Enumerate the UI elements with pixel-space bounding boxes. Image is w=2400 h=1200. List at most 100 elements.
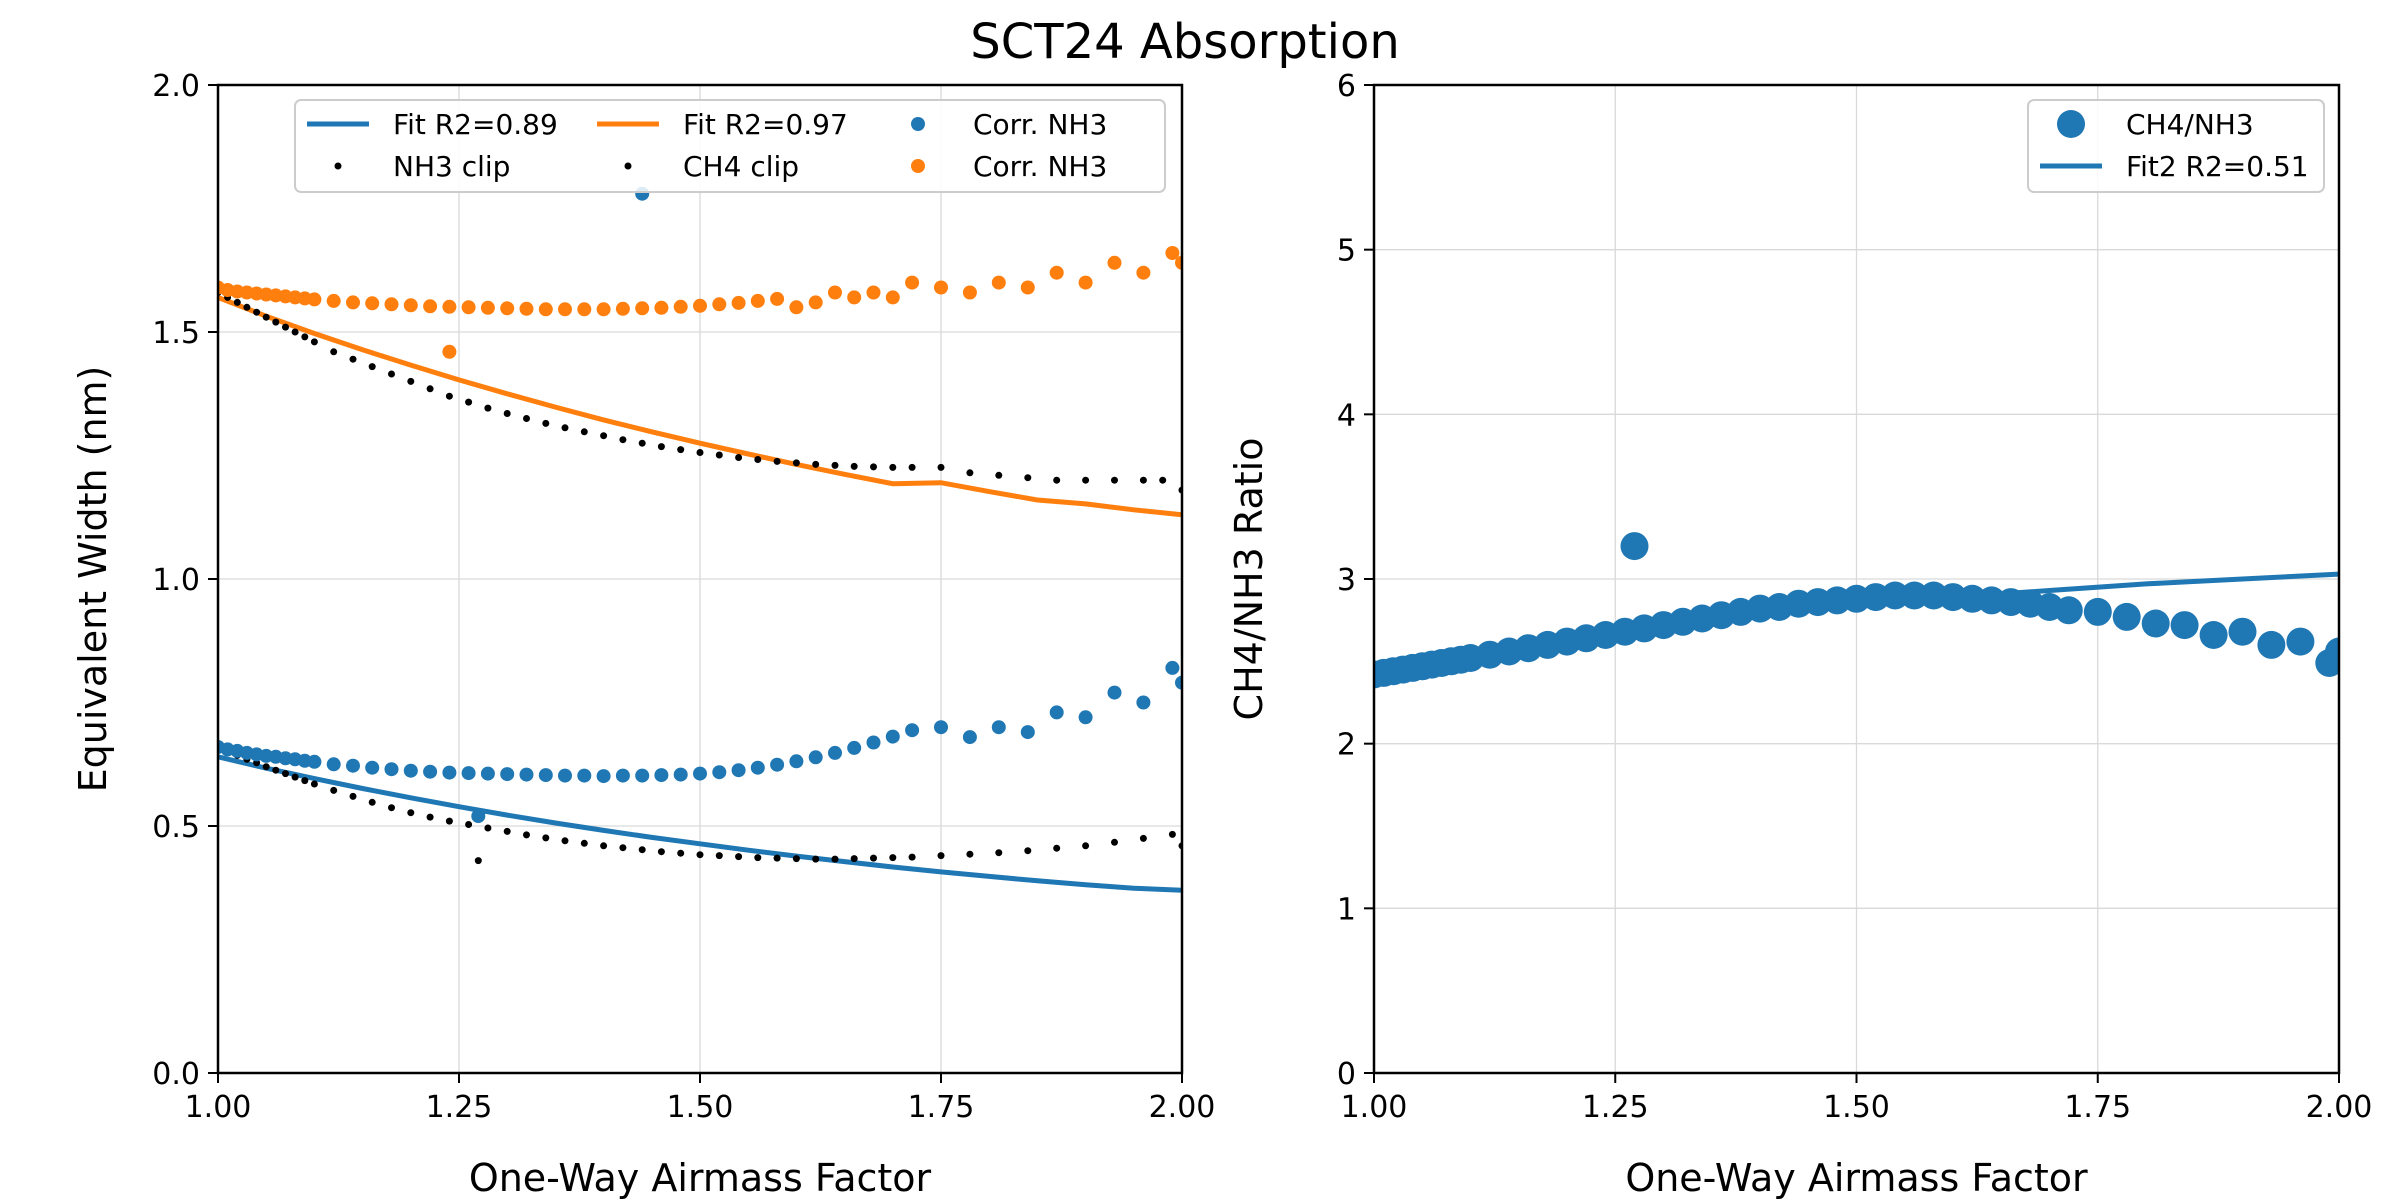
data-point-ch4-clip	[812, 460, 820, 468]
x-tick-label: 1.25	[426, 1090, 493, 1125]
data-point-nh3-clip	[1053, 844, 1061, 852]
data-point-corr-nh3	[1165, 660, 1180, 675]
legend-marker	[334, 162, 342, 170]
data-point-ch4-clip	[368, 363, 376, 371]
data-point-nh3-clip	[445, 817, 453, 825]
data-point-corr-nh3	[905, 723, 920, 738]
data-point-corr-nh3	[962, 285, 977, 300]
y-tick-label: 0	[1337, 1057, 1356, 1092]
data-point-corr-nh3	[471, 809, 486, 824]
data-point-nh3-clip	[310, 780, 318, 788]
y-tick-label: 2	[1337, 728, 1356, 763]
data-point-ch4-clip	[523, 415, 530, 422]
data-point-corr-nh3	[750, 293, 765, 308]
x-axis-label: One-Way Airmass Factor	[1625, 1156, 2088, 1200]
data-point-nh3-clip	[1082, 842, 1090, 850]
data-point-ch4-clip	[561, 424, 569, 432]
data-point-corr-nh3	[635, 301, 650, 316]
data-point-ch4-clip	[1111, 476, 1118, 484]
y-tick-label: 4	[1337, 398, 1356, 433]
data-point-corr-nh3	[615, 768, 630, 783]
data-point-ch4-nh3	[2199, 621, 2228, 649]
data-point-nh3-clip	[600, 842, 608, 850]
figure-title: SCT24 Absorption	[970, 14, 1399, 70]
data-point-corr-nh3	[1165, 246, 1180, 260]
data-point-corr-nh3	[789, 300, 804, 315]
data-point-corr-nh3	[1175, 675, 1182, 690]
data-point-corr-nh3	[885, 290, 900, 305]
data-point-nh3-clip	[542, 834, 550, 842]
data-point-corr-nh3	[991, 275, 1006, 290]
data-point-corr-nh3	[712, 765, 727, 780]
x-tick-label: 1.50	[667, 1090, 734, 1125]
data-point-corr-nh3	[500, 301, 515, 316]
data-point-nh3-clip	[484, 824, 492, 832]
data-point-ch4-clip	[243, 303, 251, 311]
data-point-nh3-clip	[812, 855, 820, 863]
y-tick-label: 1.0	[152, 563, 200, 598]
data-point-corr-nh3	[866, 735, 881, 750]
data-point-corr-nh3	[558, 768, 572, 783]
series-line-fit-r2-0-97	[218, 295, 1182, 518]
data-point-ch4-clip	[619, 436, 627, 444]
legend-box	[294, 99, 1166, 193]
data-point-ch4-clip	[1159, 476, 1167, 484]
y-tick-label: 1.5	[152, 316, 200, 351]
data-point-nh3-clip	[1139, 834, 1147, 842]
legend-marker	[624, 162, 632, 170]
data-point-corr-nh3	[442, 765, 457, 780]
data-point-ch4-clip	[995, 471, 1003, 479]
x-tick-label: 1.00	[1341, 1090, 1408, 1125]
data-point-corr-nh3	[1136, 695, 1151, 710]
data-point-nh3-clip	[426, 813, 434, 821]
data-point-corr-nh3	[577, 768, 592, 783]
y-axis-label: Equivalent Width (nm)	[71, 366, 115, 793]
data-point-ch4-clip	[696, 449, 704, 456]
data-point-ch4-clip	[735, 454, 743, 461]
data-point-ch4-clip	[349, 355, 357, 363]
data-point-nh3-clip	[715, 852, 723, 860]
data-point-corr-nh3	[480, 300, 495, 315]
data-point-ch4-nh3	[2141, 609, 2170, 638]
data-point-corr-nh3	[326, 757, 341, 772]
legend-label: NH3 clip	[393, 150, 510, 183]
data-point-ch4-nh3	[2054, 596, 2083, 625]
legend-label: Fit R2=0.89	[393, 108, 558, 141]
series-line-fit-r2-0-89	[218, 754, 1182, 893]
data-point-ch4-clip	[465, 398, 473, 406]
data-point-nh3-clip	[301, 777, 309, 785]
data-point-corr-nh3	[346, 758, 360, 773]
data-point-corr-nh3	[905, 275, 920, 290]
legend-label: Fit2 R2=0.51	[2126, 150, 2309, 183]
x-tick-label: 1.75	[2064, 1090, 2131, 1125]
data-point-ch4-clip	[773, 457, 781, 465]
data-point-corr-nh3	[423, 764, 438, 779]
data-point-nh3-clip	[580, 839, 588, 847]
data-point-corr-nh3	[789, 754, 804, 769]
x-tick-label: 1.25	[1582, 1090, 1649, 1125]
data-point-nh3-clip	[908, 853, 916, 861]
data-point-corr-nh3	[808, 295, 823, 310]
data-point-corr-nh3	[365, 760, 380, 775]
data-point-ch4-nh3	[2257, 630, 2286, 659]
data-point-nh3-clip	[1024, 847, 1032, 855]
data-point-corr-nh3	[519, 301, 534, 316]
data-point-corr-nh3	[934, 280, 948, 295]
data-point-corr-nh3	[538, 768, 553, 783]
data-point-corr-nh3	[770, 291, 785, 306]
data-point-nh3-clip	[291, 773, 299, 781]
data-point-nh3-clip	[677, 849, 685, 857]
legend-label: CH4/NH3	[2126, 108, 2254, 141]
y-tick-label: 5	[1337, 234, 1356, 269]
data-point-ch4-nh3	[2170, 611, 2199, 640]
data-point-corr-nh3	[885, 729, 900, 744]
x-tick-label: 1.75	[908, 1090, 975, 1125]
data-point-corr-nh3	[654, 300, 669, 315]
data-point-ch4-clip	[282, 323, 289, 331]
data-point-ch4-clip	[503, 410, 511, 417]
data-point-ch4-clip	[600, 432, 608, 440]
data-point-ch4-nh3	[2286, 627, 2315, 656]
legend-label: Corr. NH3	[973, 108, 1107, 141]
data-point-ch4-clip	[677, 446, 685, 454]
data-point-corr-nh3	[847, 740, 862, 755]
